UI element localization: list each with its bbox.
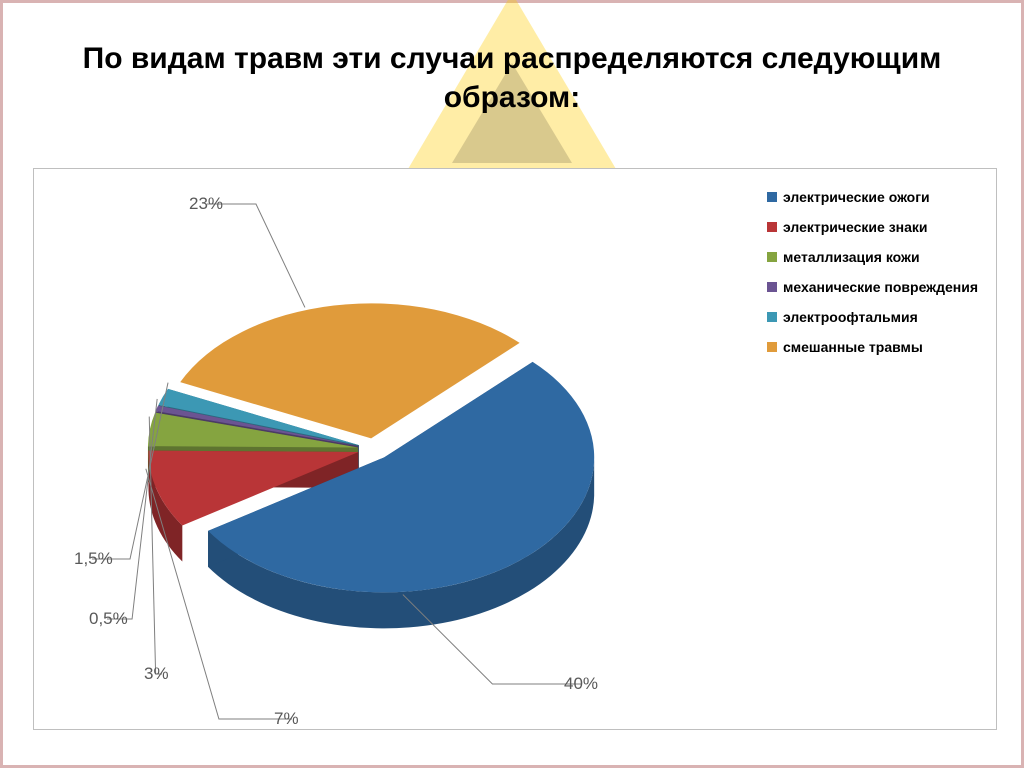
chart-container: электрические ожоги электрические знаки ме… bbox=[33, 168, 997, 730]
data-label: 40% bbox=[564, 674, 598, 694]
data-label: 7% bbox=[274, 709, 299, 729]
legend-label: электрические знаки bbox=[783, 219, 928, 235]
legend-label: металлизация кожи bbox=[783, 249, 920, 265]
slide-title: По видам травм эти случаи распределяются… bbox=[3, 3, 1021, 135]
slide-frame: По видам травм эти случаи распределяются… bbox=[0, 0, 1024, 768]
legend-swatch bbox=[767, 342, 777, 352]
legend-label: электрические ожоги bbox=[783, 189, 930, 205]
legend-swatch bbox=[767, 282, 777, 292]
legend-label: смешанные травмы bbox=[783, 339, 923, 355]
legend-label: механические повреждения bbox=[783, 279, 978, 295]
data-label: 3% bbox=[144, 664, 169, 684]
legend-item: механические повреждения bbox=[767, 279, 978, 295]
legend-swatch bbox=[767, 252, 777, 262]
data-label: 0,5% bbox=[89, 609, 128, 629]
legend-swatch bbox=[767, 312, 777, 322]
legend-item: смешанные травмы bbox=[767, 339, 978, 355]
legend-item: металлизация кожи bbox=[767, 249, 978, 265]
data-label: 23% bbox=[189, 194, 223, 214]
legend-swatch bbox=[767, 192, 777, 202]
leader-line bbox=[207, 204, 305, 307]
data-label: 1,5% bbox=[74, 549, 113, 569]
legend-label: электроофтальмия bbox=[783, 309, 918, 325]
legend-swatch bbox=[767, 222, 777, 232]
legend-item: электроофтальмия bbox=[767, 309, 978, 325]
legend-item: электрические ожоги bbox=[767, 189, 978, 205]
chart-legend: электрические ожоги электрические знаки ме… bbox=[767, 189, 978, 369]
legend-item: электрические знаки bbox=[767, 219, 978, 235]
